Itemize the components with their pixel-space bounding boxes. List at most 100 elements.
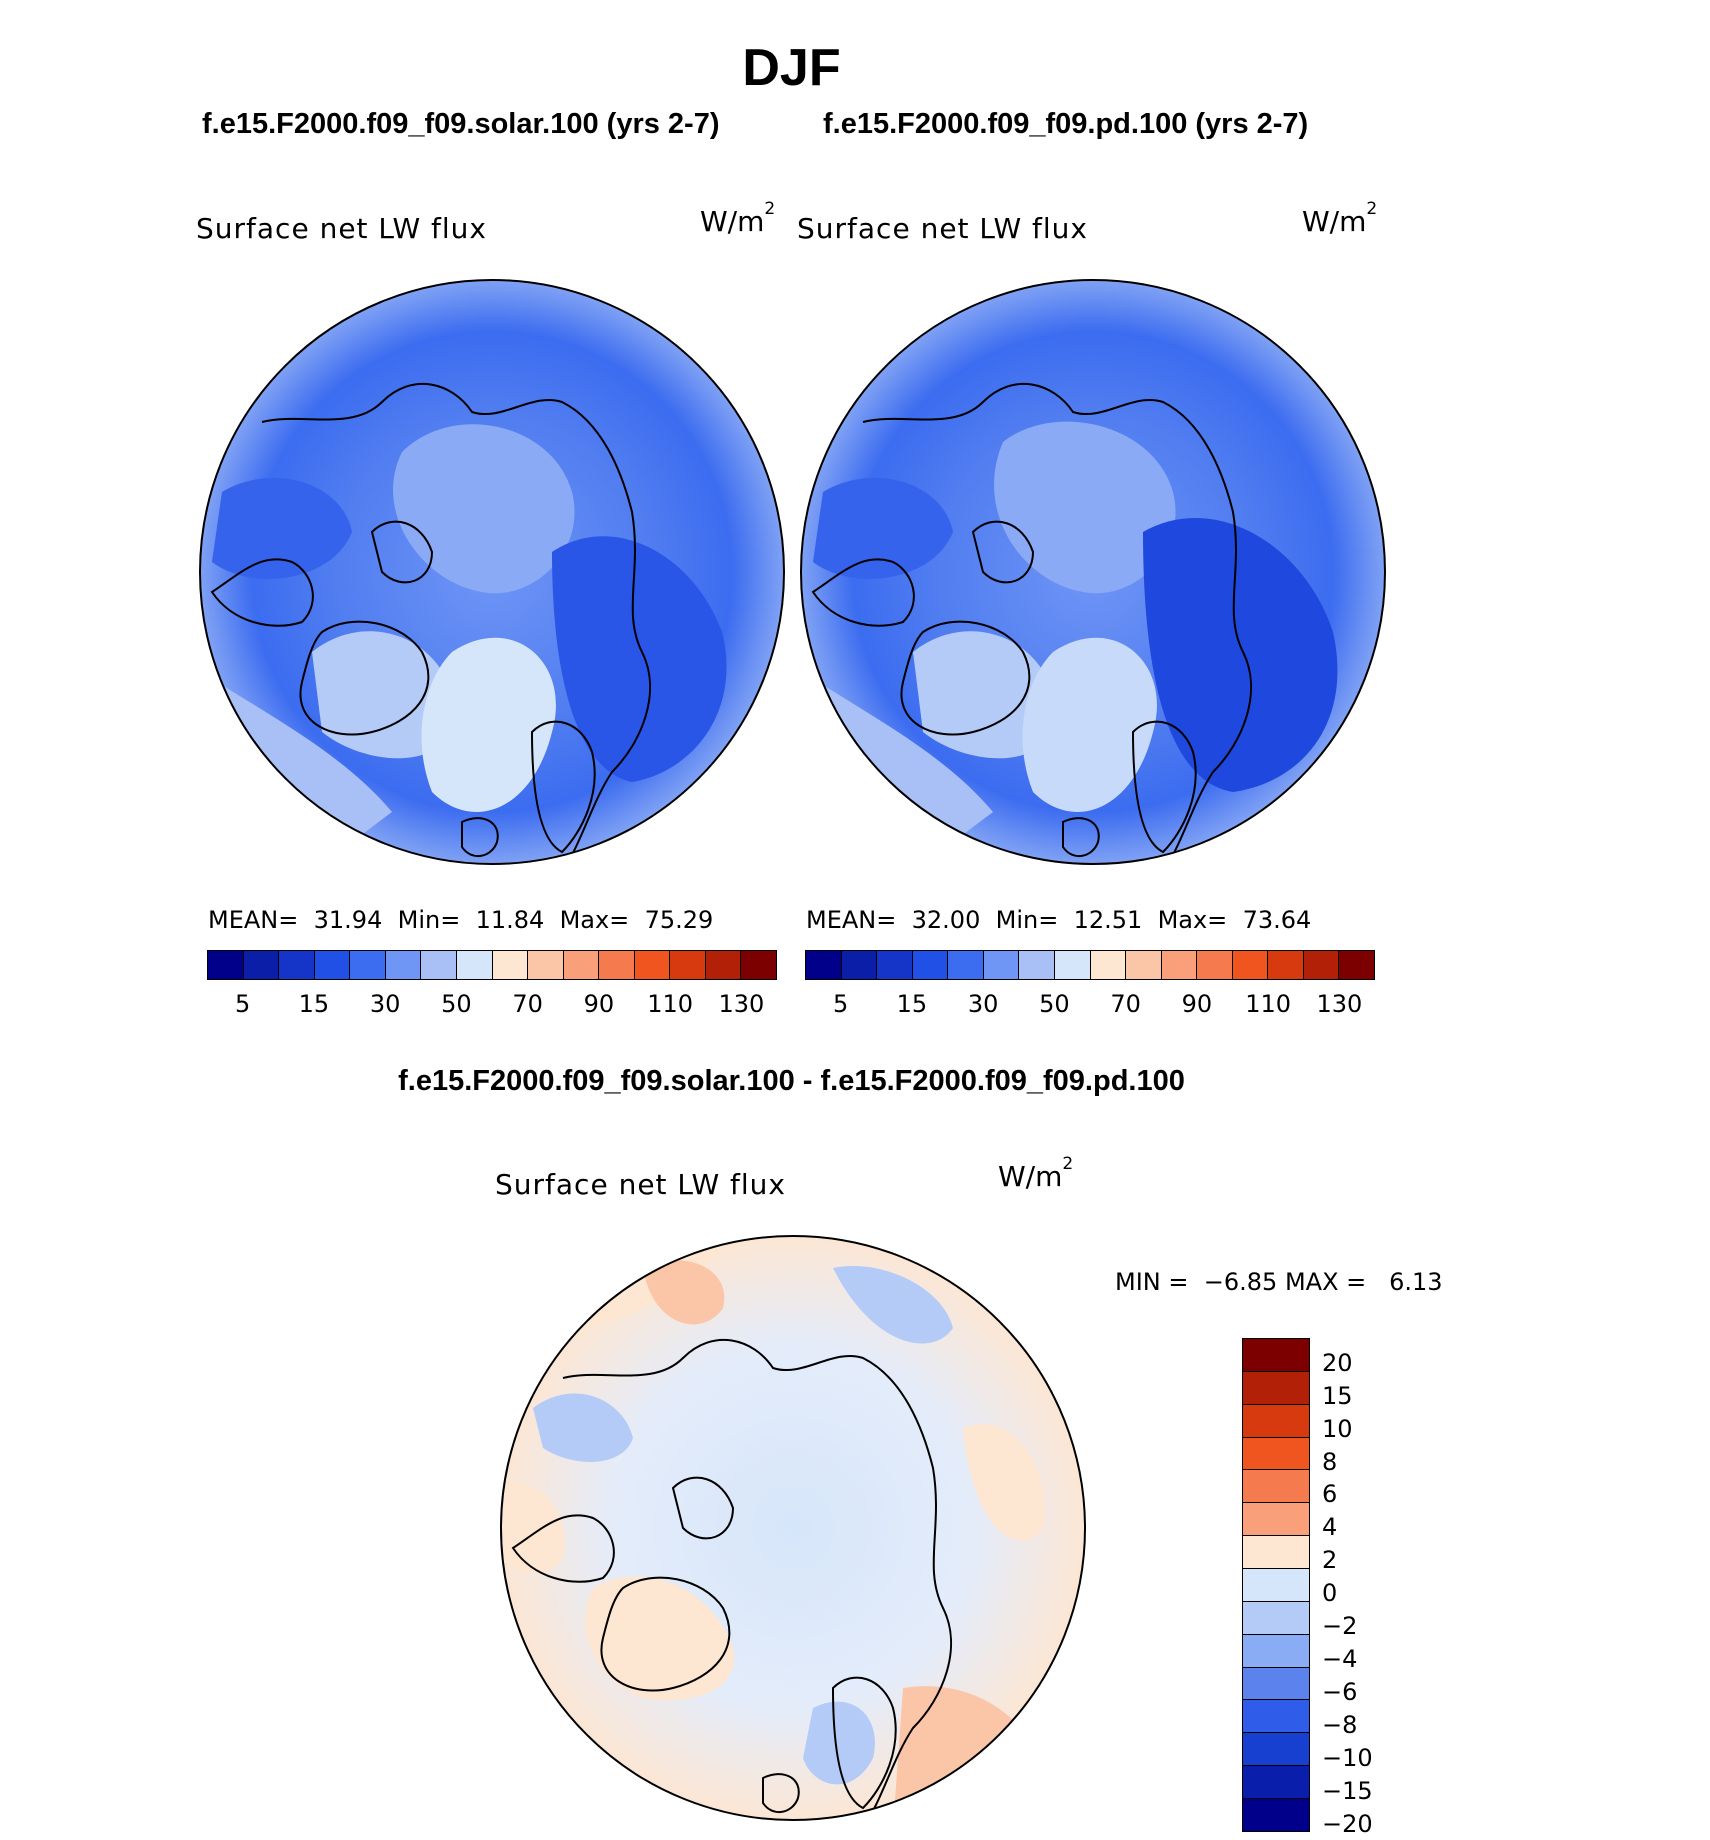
colorbar-swatch — [279, 951, 315, 979]
panel2-variable-label: Surface net LW flux — [797, 212, 1088, 245]
colorbar-tick-label: 10 — [1322, 1414, 1353, 1443]
colorbar-swatch — [912, 951, 949, 979]
colorbar-swatch — [599, 951, 635, 979]
colorbar-swatch — [1161, 951, 1198, 979]
colorbar-swatch — [563, 951, 600, 979]
colorbar-swatch — [1243, 1700, 1309, 1734]
colorbar-swatch — [1243, 1339, 1309, 1372]
colorbar-tick-label: 8 — [1322, 1447, 1338, 1476]
colorbar-tick-label: 70 — [512, 990, 543, 1018]
colorbar-swatch — [314, 951, 351, 979]
colorbar-swatch — [1243, 1667, 1309, 1701]
colorbar-swatch — [634, 951, 671, 979]
colorbar-tick-label: −4 — [1322, 1645, 1358, 1674]
panel1-unit: W/m2 — [700, 199, 776, 238]
panel2-colorbar-ticks: 5 15 30 50 70 90 110 130 — [805, 990, 1375, 1020]
colorbar-tick-label: −6 — [1322, 1678, 1358, 1707]
colorbar-swatch — [1243, 1601, 1309, 1635]
colorbar-swatch — [705, 951, 742, 979]
colorbar-swatch — [1243, 1799, 1309, 1831]
colorbar-tick-label: −2 — [1322, 1612, 1358, 1641]
colorbar-swatch — [1243, 1470, 1309, 1504]
colorbar-tick-label: 6 — [1322, 1480, 1338, 1509]
colorbar-swatch — [350, 951, 386, 979]
colorbar-swatch — [1243, 1503, 1309, 1537]
colorbar-tick-label: 90 — [1181, 990, 1213, 1018]
colorbar-swatch — [243, 951, 280, 979]
colorbar-swatch — [528, 951, 564, 979]
colorbar-swatch — [1126, 951, 1162, 979]
colorbar-swatch — [877, 951, 913, 979]
colorbar-swatch — [806, 951, 842, 979]
colorbar-swatch — [1243, 1536, 1309, 1570]
colorbar-swatch — [1243, 1766, 1309, 1800]
panel1-colorbar — [207, 950, 777, 980]
panel1-variable-label: Surface net LW flux — [196, 212, 487, 245]
colorbar-swatch — [841, 951, 878, 979]
diff-colorbar-ticks: 20 15 10 8 6 4 2 0 −2 −4 −6 −8 −10 −15 −20 — [1322, 1338, 1402, 1838]
colorbar-swatch — [1243, 1404, 1309, 1438]
colorbar-swatch — [1243, 1371, 1309, 1405]
colorbar-tick-label: 70 — [1110, 990, 1141, 1018]
panel2-unit: W/m2 — [1302, 199, 1378, 238]
diff-polar-map — [500, 1235, 1086, 1821]
colorbar-swatch — [1243, 1733, 1309, 1767]
colorbar-tick-label: −15 — [1322, 1776, 1373, 1805]
colorbar-swatch — [456, 951, 493, 979]
colorbar-swatch — [1090, 951, 1127, 979]
colorbar-tick-label: 130 — [718, 990, 765, 1018]
panel2-stats: MEAN= 32.00 Min= 12.51 Max= 73.64 — [806, 906, 1312, 934]
diff-stats: MIN = −6.85 MAX = 6.13 — [1115, 1268, 1443, 1296]
colorbar-swatch — [1303, 951, 1340, 979]
colorbar-swatch — [1054, 951, 1091, 979]
colorbar-swatch — [1197, 951, 1233, 979]
colorbar-tick-label: 50 — [1039, 990, 1070, 1018]
colorbar-tick-label: 110 — [1245, 990, 1292, 1018]
colorbar-tick-label: 5 — [832, 990, 849, 1018]
diff-variable-label: Surface net LW flux — [495, 1168, 786, 1201]
colorbar-swatch — [741, 951, 776, 979]
panel2-colorbar — [805, 950, 1375, 980]
colorbar-tick-label: 20 — [1322, 1348, 1353, 1377]
colorbar-swatch — [385, 951, 422, 979]
colorbar-tick-label: −10 — [1322, 1743, 1373, 1772]
colorbar-tick-label: 4 — [1322, 1513, 1338, 1542]
colorbar-tick-label: 15 — [298, 990, 330, 1018]
colorbar-swatch — [670, 951, 706, 979]
colorbar-swatch — [1019, 951, 1055, 979]
diff-unit: W/m2 — [998, 1154, 1074, 1193]
colorbar-tick-label: 130 — [1316, 990, 1363, 1018]
colorbar-tick-label: 5 — [234, 990, 251, 1018]
colorbar-swatch — [948, 951, 984, 979]
case1-title: f.e15.F2000.f09_f09.solar.100 (yrs 2-7) — [202, 108, 720, 140]
colorbar-swatch — [1243, 1437, 1309, 1471]
colorbar-tick-label: 15 — [896, 990, 928, 1018]
difference-title: f.e15.F2000.f09_f09.solar.100 - f.e15.F2… — [398, 1065, 1185, 1097]
colorbar-tick-label: 50 — [441, 990, 472, 1018]
colorbar-tick-label: 30 — [967, 990, 999, 1018]
colorbar-swatch — [1243, 1569, 1309, 1602]
panel1-polar-map — [199, 279, 785, 865]
colorbar-swatch — [492, 951, 529, 979]
colorbar-swatch — [208, 951, 244, 979]
colorbar-tick-label: −20 — [1322, 1809, 1373, 1838]
panel2-polar-map — [800, 279, 1386, 865]
diff-colorbar — [1242, 1338, 1310, 1832]
colorbar-swatch — [1243, 1634, 1309, 1668]
colorbar-tick-label: 90 — [583, 990, 615, 1018]
colorbar-swatch — [1232, 951, 1269, 979]
colorbar-tick-label: 110 — [647, 990, 694, 1018]
colorbar-tick-label: 0 — [1322, 1579, 1338, 1608]
colorbar-tick-label: 30 — [369, 990, 401, 1018]
colorbar-tick-label: 2 — [1322, 1546, 1338, 1575]
colorbar-swatch — [1339, 951, 1374, 979]
panel1-stats: MEAN= 31.94 Min= 11.84 Max= 75.29 — [208, 906, 714, 934]
colorbar-swatch — [421, 951, 457, 979]
colorbar-swatch — [983, 951, 1020, 979]
colorbar-swatch — [1268, 951, 1304, 979]
case2-title: f.e15.F2000.f09_f09.pd.100 (yrs 2-7) — [823, 108, 1309, 140]
colorbar-tick-label: −8 — [1322, 1710, 1358, 1739]
figure-title: DJF — [742, 39, 841, 97]
panel1-colorbar-ticks: 5 15 30 50 70 90 110 130 — [207, 990, 777, 1020]
colorbar-tick-label: 15 — [1322, 1381, 1353, 1410]
